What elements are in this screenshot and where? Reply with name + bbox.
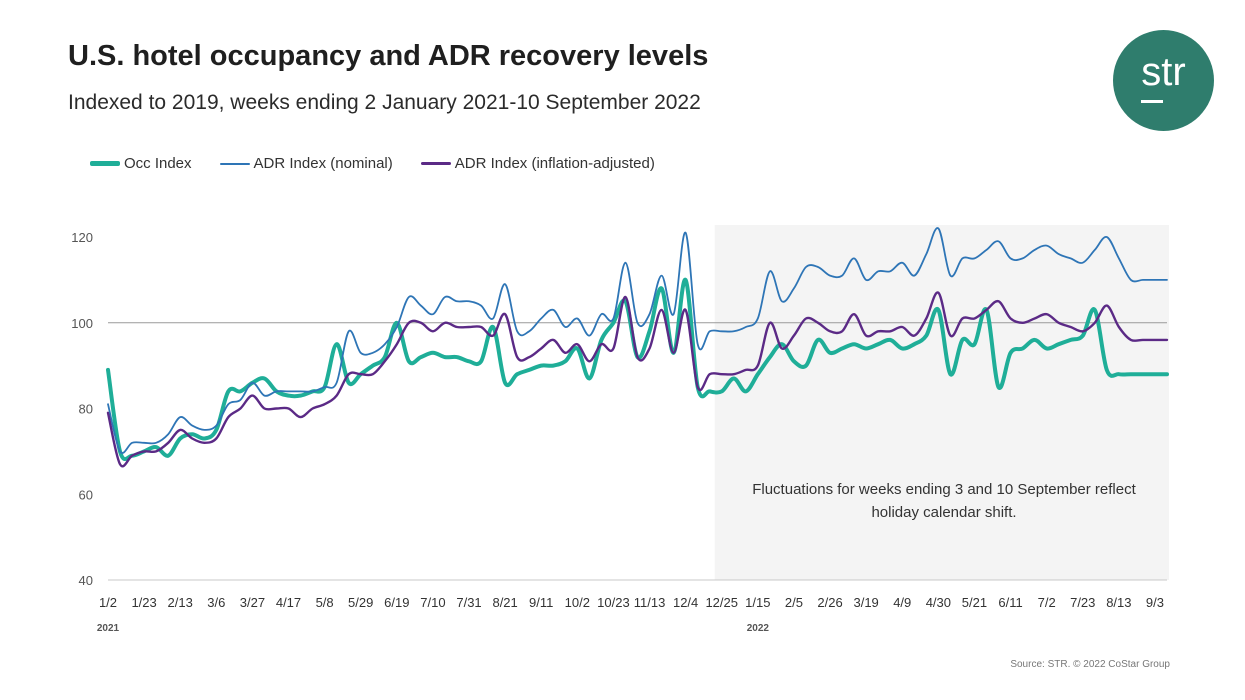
x-tick-label: 10/23 (597, 595, 630, 610)
legend-item-occ: Occ Index (90, 155, 192, 172)
shaded-region (714, 225, 1169, 580)
series-line-adr-nominal (107, 227, 1168, 454)
y-tick-label: 40 (79, 573, 93, 588)
x-tick-label: 3/19 (853, 595, 878, 610)
legend-swatch-adr-nominal (219, 162, 250, 165)
x-tick-label: 8/13 (1106, 595, 1131, 610)
chart-legend: Occ Index ADR Index (nominal) ADR Index … (90, 155, 683, 172)
legend-label-adr-nominal: ADR Index (nominal) (253, 155, 393, 172)
legend-label-adr-inflation: ADR Index (inflation-adjusted) (454, 155, 655, 172)
x-tick-label: 11/13 (634, 595, 666, 610)
y-tick-label: 120 (71, 230, 93, 245)
x-tick-label: 7/10 (420, 595, 445, 610)
legend-label-occ: Occ Index (124, 155, 192, 172)
x-tick-label: 2/13 (168, 595, 193, 610)
x-tick-label: 7/2 (1038, 595, 1056, 610)
str-logo: str (1113, 30, 1214, 131)
legend-swatch-occ (90, 161, 120, 166)
x-tick-label: 1/2 (99, 595, 117, 610)
x-tick-label: 9/11 (529, 595, 553, 610)
y-tick-label: 80 (79, 402, 93, 417)
x-tick-label: 3/6 (207, 595, 225, 610)
logo-text: str (1141, 50, 1186, 94)
x-tick-label: 12/4 (673, 595, 698, 610)
y-tick-label: 100 (71, 316, 93, 331)
page-title: U.S. hotel occupancy and ADR recovery le… (68, 40, 709, 72)
x-tick-label: 7/23 (1070, 595, 1095, 610)
x-tick-label: 6/19 (384, 595, 409, 610)
series-line-adr-inflation-adjusted (106, 291, 1169, 468)
x-tick-label: 3/27 (240, 595, 265, 610)
legend-item-adr-inflation: ADR Index (inflation-adjusted) (420, 155, 655, 172)
annotation-line-1: Fluctuations for weeks ending 3 and 10 S… (752, 481, 1136, 498)
year-label: 2022 (747, 623, 770, 634)
x-tick-label: 2/5 (785, 595, 803, 610)
source-note: Source: STR. © 2022 CoStar Group (1010, 659, 1170, 670)
legend-swatch-adr-inflation (420, 162, 451, 165)
x-tick-label: 4/17 (276, 595, 301, 610)
logo-underline (1141, 100, 1163, 103)
x-tick-label: 6/11 (998, 595, 1022, 610)
x-tick-label: 5/29 (348, 595, 373, 610)
x-tick-label: 4/30 (926, 595, 951, 610)
annotation-line-2: holiday calendar shift. (871, 504, 1016, 521)
series-line-occ-index (106, 277, 1169, 462)
x-tick-label: 1/23 (131, 595, 156, 610)
x-tick-label: 4/9 (893, 595, 911, 610)
x-tick-label: 5/21 (962, 595, 987, 610)
x-tick-label: 2/26 (817, 595, 842, 610)
x-tick-label: 1/15 (745, 595, 770, 610)
x-tick-label: 5/8 (316, 595, 334, 610)
x-tick-label: 9/3 (1146, 595, 1164, 610)
x-tick-label: 12/25 (705, 595, 738, 610)
legend-item-adr-nominal: ADR Index (nominal) (219, 155, 393, 172)
x-tick-label: 8/21 (492, 595, 517, 610)
x-tick-label: 10/2 (565, 595, 590, 610)
year-label: 2021 (97, 623, 120, 634)
x-tick-label: 7/31 (456, 595, 481, 610)
y-tick-label: 60 (79, 487, 93, 502)
page-subtitle: Indexed to 2019, weeks ending 2 January … (68, 91, 701, 114)
